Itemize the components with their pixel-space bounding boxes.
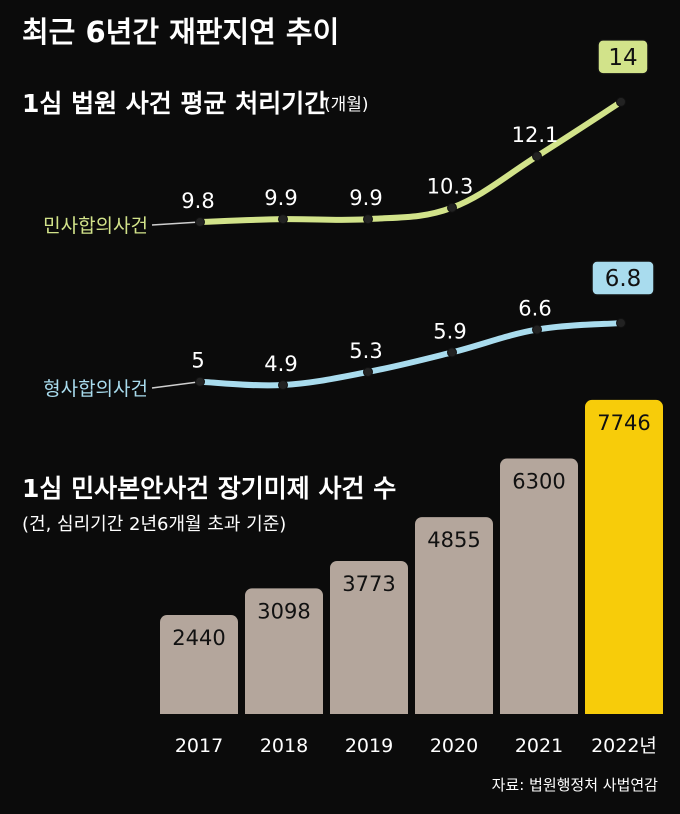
x-tick-label: 2022년	[591, 735, 657, 757]
source-note: 자료: 법원행정처 사법연감	[492, 776, 659, 794]
bar-value-label: 3773	[342, 572, 395, 596]
line-chart: 민사합의사건 9.8 9.9 9.9 10.3 12.1 14 형사합의사건 5 4.9 5.3 5.…	[43, 39, 655, 400]
data-label: 9.9	[349, 186, 382, 210]
series-leader-line	[151, 380, 201, 389]
x-tick-label: 2017	[175, 735, 223, 757]
series-line	[197, 98, 624, 225]
data-point	[195, 217, 205, 227]
bar-value-label: 4855	[427, 528, 480, 552]
line-chart-title: 1심 법원 사건 평균 처리기간	[22, 89, 327, 118]
bar-baseline-mask	[330, 714, 408, 724]
data-label: 5.9	[433, 319, 466, 343]
bar-baseline-mask	[585, 714, 663, 724]
line-series-1: 민사합의사건 9.8 9.9 9.9 10.3 12.1 14	[43, 39, 649, 237]
series-leader-line	[151, 221, 201, 226]
bar-value-label: 7746	[597, 411, 650, 435]
series-label: 형사합의사건	[43, 378, 148, 400]
bar	[415, 517, 493, 722]
bar-item: 2440	[160, 615, 238, 724]
line-chart-unit: (개월)	[324, 95, 369, 115]
data-point	[363, 214, 373, 225]
data-point	[278, 380, 288, 390]
bar-chart-title: 1심 민사본안사건 장기미제 사건 수	[22, 474, 396, 503]
line-series-2: 형사합의사건 5 4.9 5.3 5.9 6.6 6.8	[43, 260, 655, 400]
data-label: 9.8	[181, 189, 214, 213]
bar-item: 6300	[500, 458, 578, 724]
data-label: 5	[191, 349, 204, 373]
data-point	[532, 324, 542, 335]
bar-item: 4855	[415, 517, 493, 724]
data-point	[616, 318, 626, 329]
bar	[500, 458, 578, 722]
bar-value-label: 2440	[172, 626, 225, 650]
data-point	[278, 214, 288, 225]
bar-item: 7746	[585, 399, 663, 724]
data-label: 5.3	[349, 339, 382, 363]
x-tick-label: 2019	[345, 735, 393, 757]
data-label: 6.6	[518, 297, 551, 321]
data-label: 9.9	[264, 186, 297, 210]
series-label: 민사합의사건	[43, 215, 148, 237]
bar	[245, 588, 323, 722]
bar-value-label: 3098	[257, 599, 310, 623]
chart-title: 최근 6년간 재판지연 추이	[22, 15, 339, 49]
x-tick-label: 2020	[430, 735, 478, 757]
bar-item: 3098	[245, 588, 323, 724]
series-line	[197, 320, 624, 389]
highlight-value-box	[591, 260, 655, 296]
bar-chart: 2440 3098 3773 4855 6300 7746	[160, 399, 663, 724]
data-label: 4.9	[264, 352, 297, 376]
bar	[585, 399, 663, 722]
bar-chart-subtitle: (건, 심리기간 2년6개월 초과 기준)	[22, 514, 286, 535]
data-point	[447, 202, 457, 213]
highlight-value-box	[597, 39, 649, 75]
bar-baseline-mask	[415, 714, 493, 724]
bar	[160, 615, 238, 722]
data-point	[447, 347, 457, 358]
data-point	[363, 366, 373, 377]
data-label: 10.3	[427, 175, 474, 199]
bar-baseline-mask	[245, 714, 323, 724]
bar	[330, 561, 408, 722]
data-label: 14	[608, 45, 637, 71]
data-label: 12.1	[512, 123, 559, 147]
data-point	[616, 96, 626, 107]
data-point	[532, 151, 542, 162]
bar-value-label: 6300	[512, 470, 565, 494]
bar-item: 3773	[330, 561, 408, 724]
x-tick-label: 2018	[260, 735, 308, 757]
bar-baseline-mask	[500, 714, 578, 724]
x-axis-labels: 2017 2018 2019 2020 2021 2022년	[175, 735, 657, 757]
x-tick-label: 2021	[515, 735, 563, 757]
data-point	[195, 376, 205, 387]
data-label: 6.8	[605, 266, 642, 292]
bar-baseline-mask	[160, 714, 238, 724]
